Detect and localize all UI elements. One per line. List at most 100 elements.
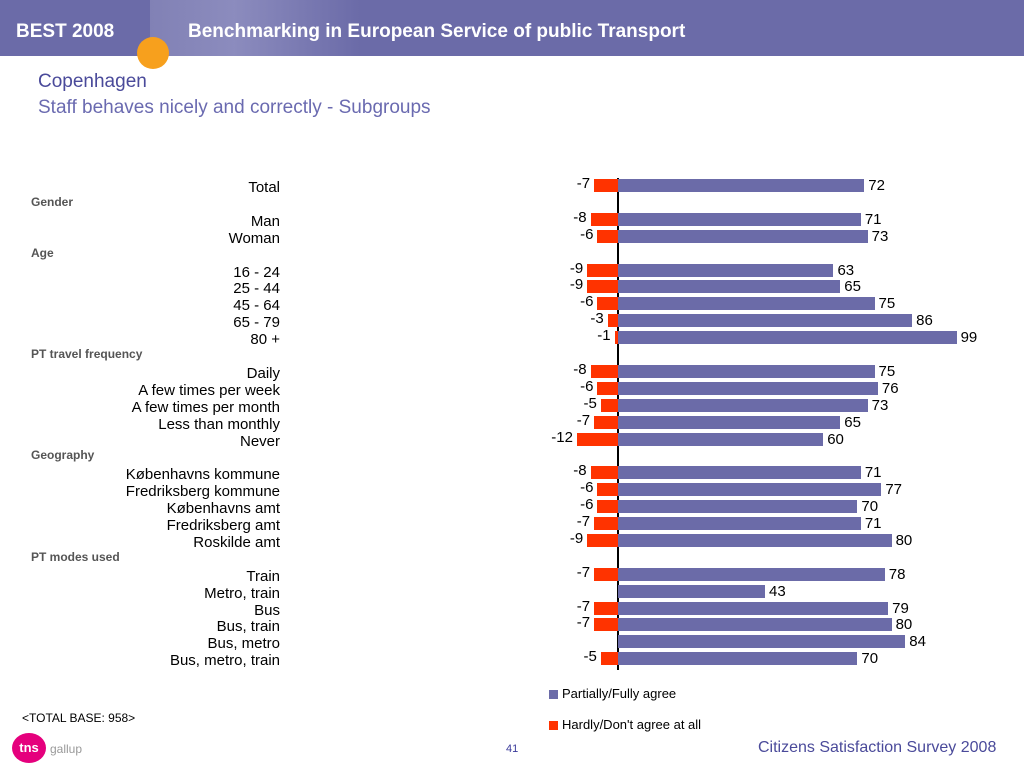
disagree-value-label: -8 <box>573 360 587 378</box>
agree-value-label: 80 <box>895 616 913 634</box>
disagree-bar <box>614 331 618 345</box>
row-label: Bus, metro, train <box>169 652 280 670</box>
disagree-value-label: -12 <box>551 428 573 446</box>
disagree-bar <box>576 432 618 446</box>
agree-bar <box>618 381 878 395</box>
disagree-value-label: -7 <box>576 563 591 581</box>
agree-value-label: 79 <box>892 599 909 617</box>
agree-bar <box>618 635 906 649</box>
page-title: Copenhagen <box>38 71 147 92</box>
agree-value-label: 73 <box>871 396 889 414</box>
agree-bar <box>618 601 889 615</box>
row-label: Woman <box>228 229 280 247</box>
row-label: Never <box>239 432 280 450</box>
page-subtitle: Staff behaves nicely and correctly - Sub… <box>38 97 431 118</box>
row-label: Bus <box>254 601 280 619</box>
agree-value-label: 70 <box>861 498 879 516</box>
disagree-value-label: -9 <box>569 276 584 294</box>
row-label: Københavns amt <box>166 500 280 518</box>
agree-bar <box>618 212 861 226</box>
agree-value-label: 75 <box>878 362 896 380</box>
group-label: Geography <box>31 448 95 463</box>
legend-swatch-disagree <box>549 721 558 730</box>
disagree-value-label: -8 <box>573 462 587 480</box>
agree-bar <box>618 280 841 294</box>
tns-logo: tns <box>12 733 46 763</box>
agree-bar <box>618 533 892 547</box>
disagree-value-label: -7 <box>576 411 591 429</box>
row-label: 25 - 44 <box>233 280 280 298</box>
row-label: Fredriksberg kommune <box>125 483 280 501</box>
disagree-bar <box>590 212 618 226</box>
disagree-value-label: -8 <box>573 208 587 226</box>
agree-value-label: 70 <box>861 650 879 668</box>
agree-value-label: 99 <box>960 329 978 347</box>
disagree-value-label: -5 <box>583 648 597 666</box>
page-number: 41 <box>506 743 519 755</box>
agree-bar <box>618 466 861 480</box>
agree-value-label: 71 <box>864 515 882 532</box>
disagree-bar <box>597 500 618 514</box>
row-label: Bus, metro <box>207 635 280 653</box>
agree-value-label: 75 <box>878 295 896 313</box>
header-title: Benchmarking in European Service of publ… <box>188 21 686 42</box>
row-label: Bus, train <box>216 618 280 636</box>
row-label: 65 - 79 <box>233 314 280 332</box>
agree-value-label: 86 <box>916 312 933 330</box>
agree-bar <box>618 483 882 497</box>
row-label: Fredriksberg amt <box>166 517 280 534</box>
header-banner: BEST 2008 Benchmarking in European Servi… <box>0 0 1024 56</box>
disagree-bar <box>597 381 618 395</box>
disagree-bar <box>587 263 618 277</box>
agree-bar <box>618 652 858 666</box>
group-label: PT modes used <box>31 549 120 564</box>
agree-value-label: 43 <box>769 582 786 600</box>
row-label: 16 - 24 <box>233 263 280 281</box>
legend-swatch-agree <box>549 690 558 699</box>
row-label: Roskilde amt <box>193 533 280 551</box>
disagree-bar <box>594 618 618 632</box>
group-label: Age <box>31 245 54 260</box>
agree-value-label: 71 <box>864 210 882 228</box>
agree-bar <box>618 517 861 530</box>
agree-bar <box>618 229 868 243</box>
disagree-bar <box>600 398 618 412</box>
agree-bar <box>618 567 885 581</box>
group-label: PT travel frequency <box>31 347 143 361</box>
agree-value-label: 65 <box>844 278 861 296</box>
row-label: 80 + <box>250 331 280 349</box>
agree-value-label: 80 <box>895 531 913 549</box>
disagree-value-label: -7 <box>576 175 591 192</box>
accent-dot <box>137 37 169 69</box>
disagree-bar <box>597 483 618 497</box>
disagree-bar <box>600 652 618 666</box>
legend-label-agree: Partially/Fully agree <box>562 686 677 701</box>
row-label: A few times per month <box>131 398 280 416</box>
disagree-bar <box>587 280 618 294</box>
disagree-value-label: -6 <box>580 496 594 514</box>
row-label: Daily <box>246 364 280 382</box>
footer-survey-title: Citizens Satisfaction Survey 2008 <box>758 739 997 756</box>
row-label: Man <box>250 212 280 230</box>
disagree-value-label: -1 <box>597 327 611 345</box>
disagree-bar <box>587 533 618 547</box>
agree-value-label: 84 <box>909 633 926 651</box>
agree-bar <box>618 297 875 311</box>
agree-value-label: 60 <box>827 430 844 448</box>
row-label: Train <box>246 567 280 585</box>
disagree-bar <box>590 364 618 378</box>
disagree-bar <box>590 466 618 480</box>
disagree-bar <box>607 314 618 328</box>
disagree-value-label: -7 <box>576 614 591 632</box>
row-label: A few times per week <box>138 381 280 399</box>
agree-value-label: 78 <box>888 565 906 583</box>
agree-bar <box>618 398 868 412</box>
disagree-bar <box>597 229 618 243</box>
disagree-value-label: -9 <box>569 529 584 547</box>
gallup-logo-text: gallup <box>50 742 83 756</box>
disagree-value-label: -6 <box>580 225 594 243</box>
disagree-value-label: -7 <box>576 597 591 615</box>
disagree-value-label: -5 <box>583 394 597 412</box>
agree-value-label: 73 <box>871 227 889 245</box>
disagree-bar <box>594 567 618 581</box>
